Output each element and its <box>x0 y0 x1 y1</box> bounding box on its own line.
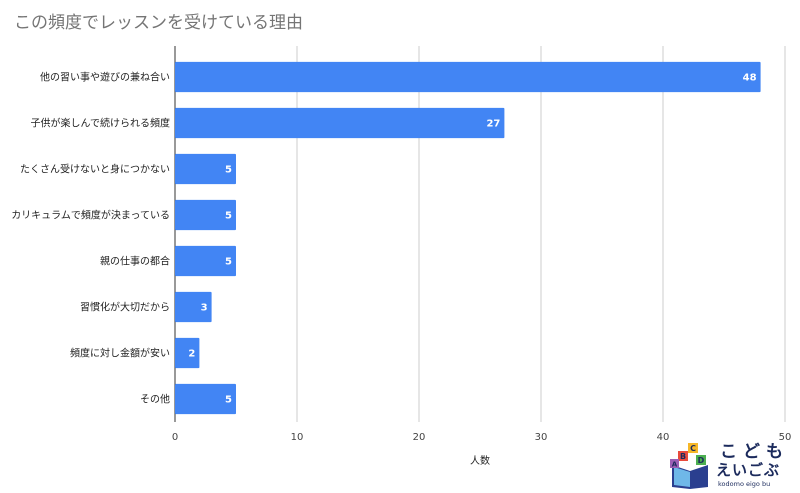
bar-value-label: 5 <box>225 211 232 222</box>
category-label: 習慣化が大切だから <box>80 301 170 314</box>
x-tick-label: 40 <box>657 432 670 443</box>
bar <box>175 337 200 369</box>
bar-value-label: 2 <box>188 349 195 360</box>
category-label: カリキュラムで頻度が決まっている <box>11 209 170 222</box>
bar-value-label: 5 <box>225 165 232 176</box>
bar-value-label: 5 <box>225 395 232 406</box>
bar-value-label: 5 <box>225 257 232 268</box>
bar-value-label: 27 <box>486 119 500 130</box>
gridlines <box>174 46 786 422</box>
kodomo-eigo-bu-logo: B C D A こども えいごぶ kodomo eigo bu <box>670 442 789 489</box>
x-tick-label: 20 <box>413 432 426 443</box>
bar <box>175 245 236 277</box>
bar <box>175 383 236 415</box>
x-tick-label: 0 <box>172 432 178 443</box>
x-tick-label: 50 <box>779 432 792 443</box>
logo-block-c: C <box>690 444 696 453</box>
x-axis-title: 人数 <box>470 454 490 467</box>
logo-block-d: D <box>698 456 705 465</box>
bar <box>175 291 212 323</box>
bar-value-label: 48 <box>743 73 757 84</box>
bar <box>175 61 761 93</box>
x-tick-label: 10 <box>291 432 304 443</box>
category-label: 親の仕事の都合 <box>100 255 170 268</box>
bar-value-label: 3 <box>201 303 208 314</box>
x-tick-labels: 0 10 20 30 40 50 <box>172 432 792 443</box>
bars: 48 27 5 5 5 3 2 5 <box>175 61 761 415</box>
category-label: その他 <box>140 393 170 406</box>
category-labels: 他の習い事や遊びの兼ね合い子供が楽しんで続けられる頻度たくさん受けないと身につか… <box>11 71 170 406</box>
bar <box>175 107 505 139</box>
chart-title: この頻度でレッスンを受けている理由 <box>14 13 303 33</box>
bar <box>175 199 236 231</box>
category-label: 頻度に対し金額が安い <box>70 347 170 360</box>
logo-line-2: えいごぶ <box>716 461 780 479</box>
category-label: 子供が楽しんで続けられる頻度 <box>31 117 171 130</box>
bar <box>175 153 236 185</box>
category-label: 他の習い事や遊びの兼ね合い <box>40 71 170 84</box>
logo-block-a: A <box>672 461 678 469</box>
x-tick-label: 30 <box>535 432 548 443</box>
logo-line-1: こども <box>720 442 789 462</box>
category-label: たくさん受けないと身につかない <box>20 163 170 176</box>
logo-line-3: kodomo eigo bu <box>718 480 770 488</box>
logo-block-b: B <box>680 452 686 461</box>
